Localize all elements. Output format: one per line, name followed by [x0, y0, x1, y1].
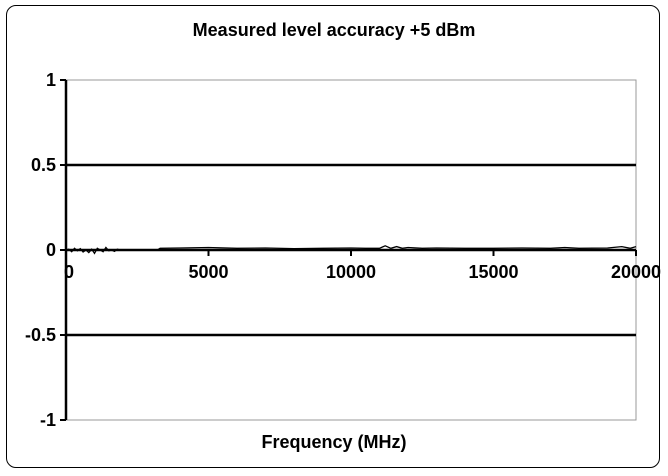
x-tick-label-2: 10000 [326, 262, 376, 282]
x-tick-label-4: 20000 [611, 262, 661, 282]
chart-title: Measured level accuracy +5 dBm [192, 20, 476, 40]
y-tick-label-3: -0.5 [25, 325, 56, 345]
series-line-0 [65, 245, 637, 255]
y-tick-label-4: -1 [40, 410, 56, 430]
y-tick-label-1: 0.5 [31, 155, 56, 175]
plot-area: 1 0.5 0 -0.5 -1 0 5000 10000 15000 20000 [25, 70, 661, 430]
y-tick-label-2: 0 [46, 240, 56, 260]
x-tick-label-3: 15000 [468, 262, 518, 282]
x-tick-label-1: 5000 [188, 262, 228, 282]
chart-frame [6, 5, 660, 468]
x-axis-label: Frequency (MHz) [261, 432, 407, 452]
y-tick-label-0: 1 [46, 70, 56, 90]
x-tick-label-0: 0 [64, 262, 74, 282]
